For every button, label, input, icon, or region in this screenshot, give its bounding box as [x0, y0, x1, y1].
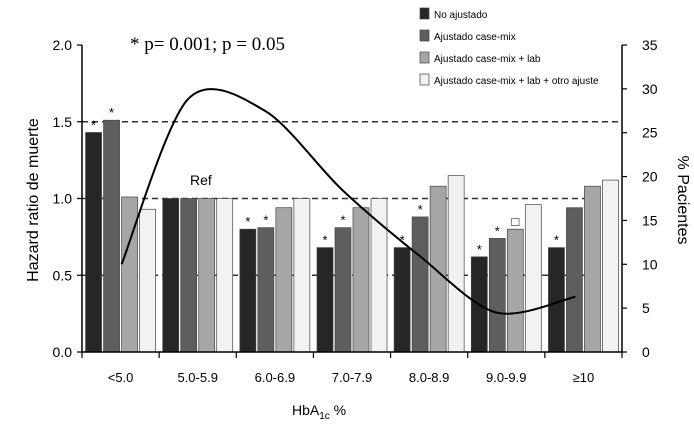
y2-tick-label: 30 — [642, 81, 658, 97]
bar — [393, 247, 411, 353]
bar — [198, 198, 216, 353]
bar — [293, 198, 311, 353]
category-label: 9.0-9.9 — [486, 370, 526, 385]
bar — [352, 207, 370, 353]
significance-mark: * — [91, 117, 96, 132]
category-label: 7.0-7.9 — [332, 370, 372, 385]
y2-tick-label: 5 — [642, 300, 650, 316]
bar — [584, 185, 601, 353]
bar — [216, 198, 234, 353]
patients-line — [120, 88, 576, 315]
bar — [275, 207, 293, 353]
bar — [180, 198, 198, 353]
significance-mark: * — [477, 242, 482, 257]
category-label: <5.0 — [108, 370, 134, 385]
bars — [85, 119, 619, 353]
right-axis-ticks: 0 5 10 15 20 25 30 35 — [622, 37, 658, 360]
x-axis-label-subscript: 1c — [319, 411, 330, 422]
y-axis-label: Hazard ratio de muerte — [25, 118, 42, 282]
category-label: 6.0-6.9 — [255, 370, 295, 385]
y-tick-label: 0.0 — [53, 344, 73, 360]
x-axis-label: HbA1c % — [292, 402, 346, 422]
y2-tick-label: 20 — [642, 169, 658, 185]
y-tick-label: 1.0 — [53, 191, 73, 207]
significance-mark: □ — [511, 214, 519, 229]
bar — [103, 119, 120, 353]
bar — [239, 228, 257, 353]
significance-mark: * — [495, 223, 500, 238]
bar — [411, 216, 429, 353]
y2-tick-label: 0 — [642, 344, 650, 360]
legend-label: No ajustado — [434, 10, 488, 21]
y2-tick-label: 15 — [642, 212, 658, 228]
y2-axis-label: % Pacientes — [674, 156, 691, 245]
bar — [139, 208, 156, 353]
bar — [316, 247, 334, 353]
significance-mark: * — [263, 213, 268, 228]
bar — [447, 175, 465, 353]
bar — [602, 179, 619, 353]
significance-marks: * * * * * * * * * * * □ — [91, 105, 559, 257]
bar — [566, 207, 583, 353]
legend-label: Ajustado case-mix + lab + otro ajuste — [434, 76, 599, 87]
legend: No ajustado Ajustado case-mix Ajustado cas… — [419, 7, 599, 87]
y2-tick-label: 10 — [642, 256, 658, 272]
bar — [506, 228, 524, 353]
y-tick-label: 2.0 — [53, 37, 73, 53]
legend-label: Ajustado case-mix — [434, 32, 516, 43]
category-label: 5.0-5.9 — [177, 370, 217, 385]
significance-mark: * — [322, 233, 327, 248]
legend-swatch — [419, 29, 430, 42]
significance-mark: * — [245, 214, 250, 229]
bar — [524, 204, 542, 353]
y-tick-label: 1.5 — [53, 114, 73, 130]
legend-swatch — [419, 73, 430, 86]
ref-label: Ref — [190, 172, 212, 188]
x-axis-label-suffix: % — [330, 402, 346, 418]
patients-line-path — [120, 88, 576, 315]
significance-mark: * — [340, 213, 345, 228]
category-label: ≥10 — [573, 370, 595, 385]
y2-tick-label: 35 — [642, 37, 658, 53]
significance-mark: * — [400, 233, 405, 248]
bar — [162, 198, 180, 353]
legend-swatch — [419, 51, 430, 64]
bar — [121, 196, 138, 353]
category-label: 8.0-8.9 — [409, 370, 449, 385]
bar — [257, 227, 275, 353]
bar — [334, 227, 352, 353]
bar — [429, 185, 447, 353]
legend-swatch — [419, 7, 430, 20]
y-tick-label: 0.5 — [53, 267, 73, 283]
significance-mark: * — [109, 105, 114, 120]
significance-mark: * — [418, 202, 423, 217]
left-axis-ticks: 0.0 0.5 1.0 1.5 2.0 — [53, 37, 82, 360]
x-axis-label-main: HbA — [292, 402, 320, 418]
legend-label: Ajustado case-mix + lab — [434, 54, 541, 65]
bar — [488, 238, 506, 353]
significance-mark: * — [554, 233, 559, 248]
category-labels: <5.0 5.0-5.9 6.0-6.9 7.0-7.9 8.0-8.9 9.0-9.9 ≥… — [108, 370, 594, 385]
bar — [85, 132, 102, 353]
y2-tick-label: 25 — [642, 125, 658, 141]
significance-annotation: * p= 0.001; p = 0.05 — [130, 34, 285, 55]
